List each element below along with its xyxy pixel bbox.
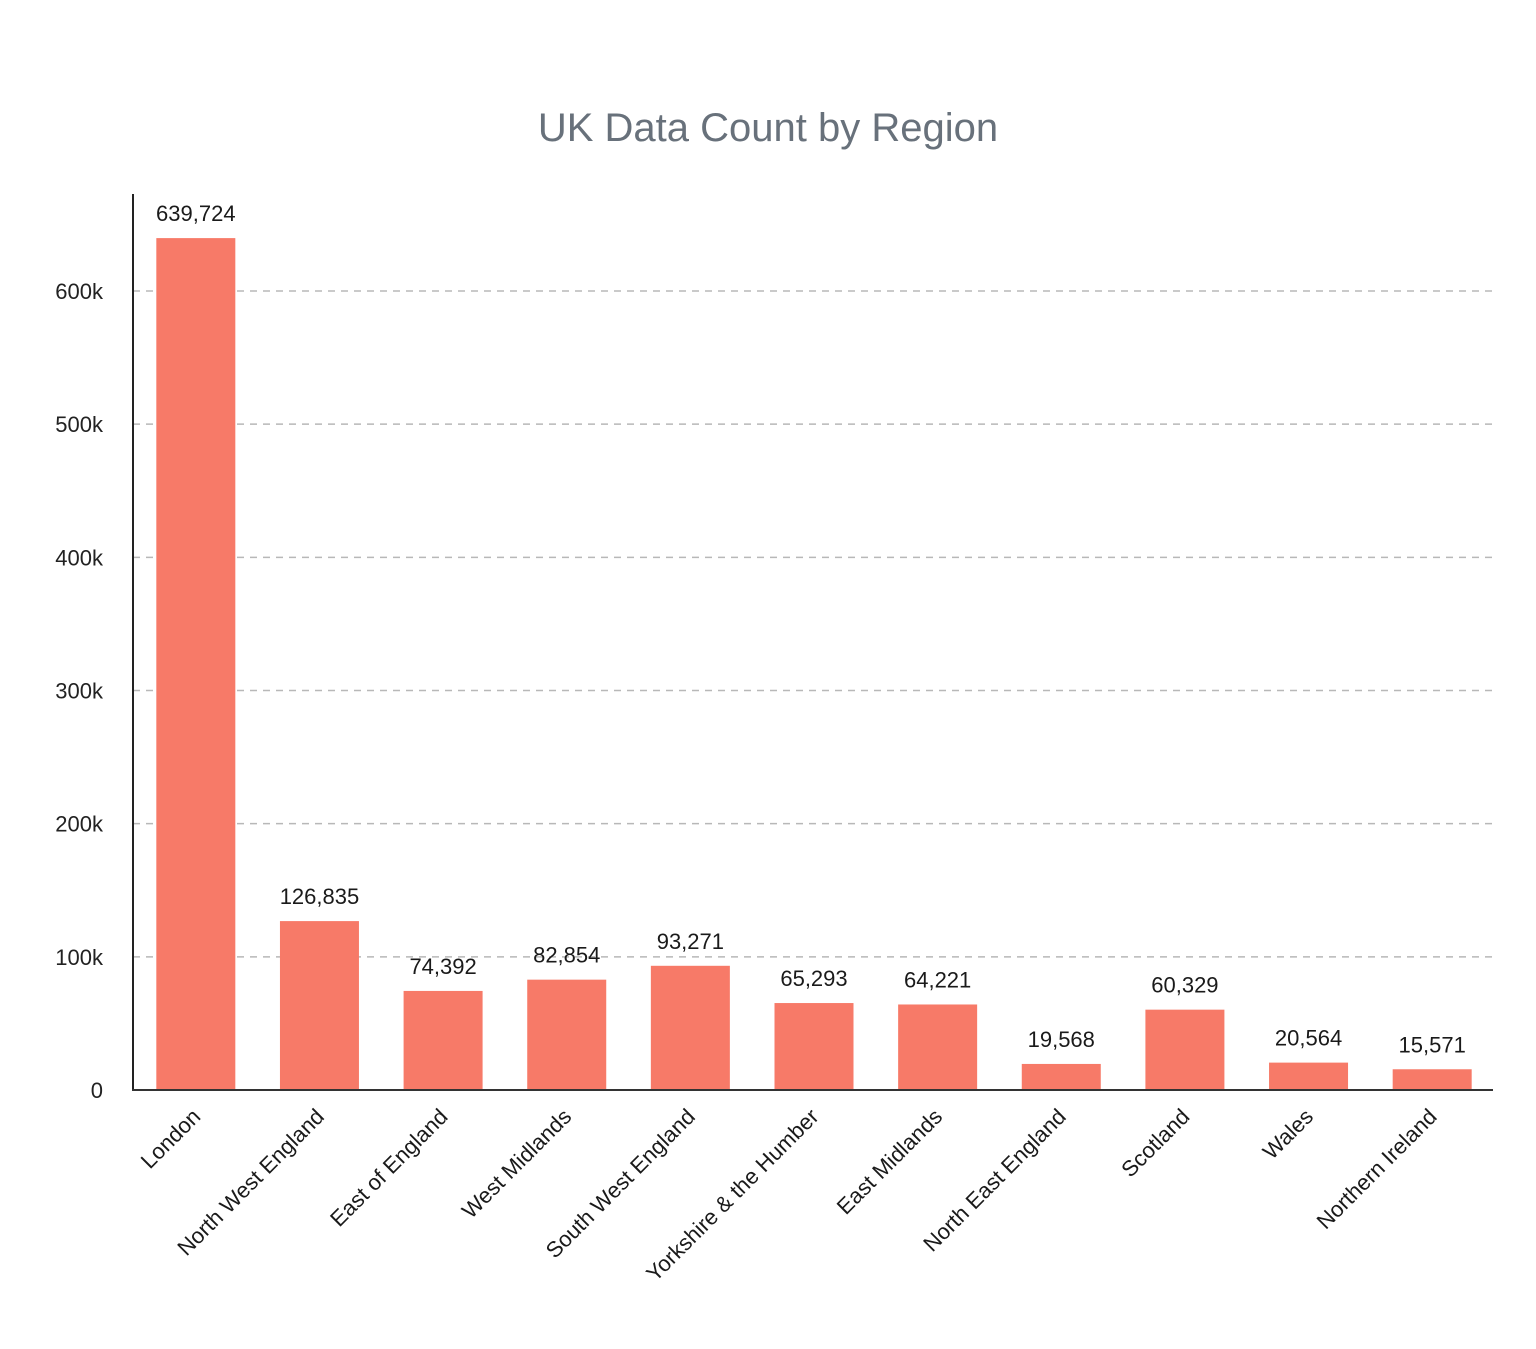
x-tick-label: East of England — [325, 1104, 453, 1232]
bar-value-label: 64,221 — [904, 967, 971, 992]
bar-value-label: 65,293 — [780, 966, 847, 991]
chart-title: UK Data Count by Region — [537, 106, 999, 150]
bar-value-label: 93,271 — [657, 929, 724, 954]
bars — [156, 238, 1472, 1090]
y-tick-label: 0 — [91, 1078, 103, 1103]
bar[interactable] — [650, 965, 730, 1090]
bar-value-label: 639,724 — [156, 201, 236, 226]
bar-value-label: 19,568 — [1028, 1027, 1095, 1052]
bar[interactable] — [1269, 1062, 1349, 1090]
y-tick-label: 300k — [55, 679, 104, 704]
gridlines — [133, 290, 1493, 958]
bar[interactable] — [774, 1003, 854, 1090]
bar[interactable] — [279, 921, 359, 1090]
bar[interactable] — [527, 979, 607, 1090]
bar-value-label: 20,564 — [1275, 1026, 1342, 1051]
bar-value-label: 60,329 — [1151, 973, 1218, 998]
bar[interactable] — [1021, 1063, 1101, 1090]
bar[interactable] — [156, 238, 236, 1090]
x-tick-label: Wales — [1258, 1104, 1318, 1164]
x-tick-label: Scotland — [1116, 1104, 1194, 1182]
y-tick-label: 600k — [55, 279, 104, 304]
bar-value-label: 82,854 — [533, 943, 600, 968]
bar-value-label: 74,392 — [409, 954, 476, 979]
bar[interactable] — [898, 1004, 978, 1090]
y-tick-label: 500k — [55, 412, 104, 437]
x-tick-label: West Midlands — [457, 1104, 576, 1223]
bar[interactable] — [1145, 1009, 1225, 1090]
y-tick-label: 200k — [55, 812, 104, 837]
y-tick-label: 400k — [55, 545, 104, 570]
x-tick-label: London — [136, 1104, 206, 1174]
value-labels: 639,724 126,835 74,392 82,854 93,271 65,293 64… — [156, 201, 1466, 1057]
bar[interactable] — [1392, 1069, 1472, 1090]
y-axis-ticks: 0 100k 200k 300k 400k 500k 600k — [55, 279, 104, 1103]
bar-value-label: 15,571 — [1399, 1032, 1466, 1057]
y-tick-label: 100k — [55, 945, 104, 970]
x-tick-label: East Midlands — [832, 1104, 947, 1219]
bar-value-label: 126,835 — [280, 884, 360, 909]
x-tick-label: Northern Ireland — [1312, 1104, 1442, 1234]
bar[interactable] — [403, 990, 483, 1090]
